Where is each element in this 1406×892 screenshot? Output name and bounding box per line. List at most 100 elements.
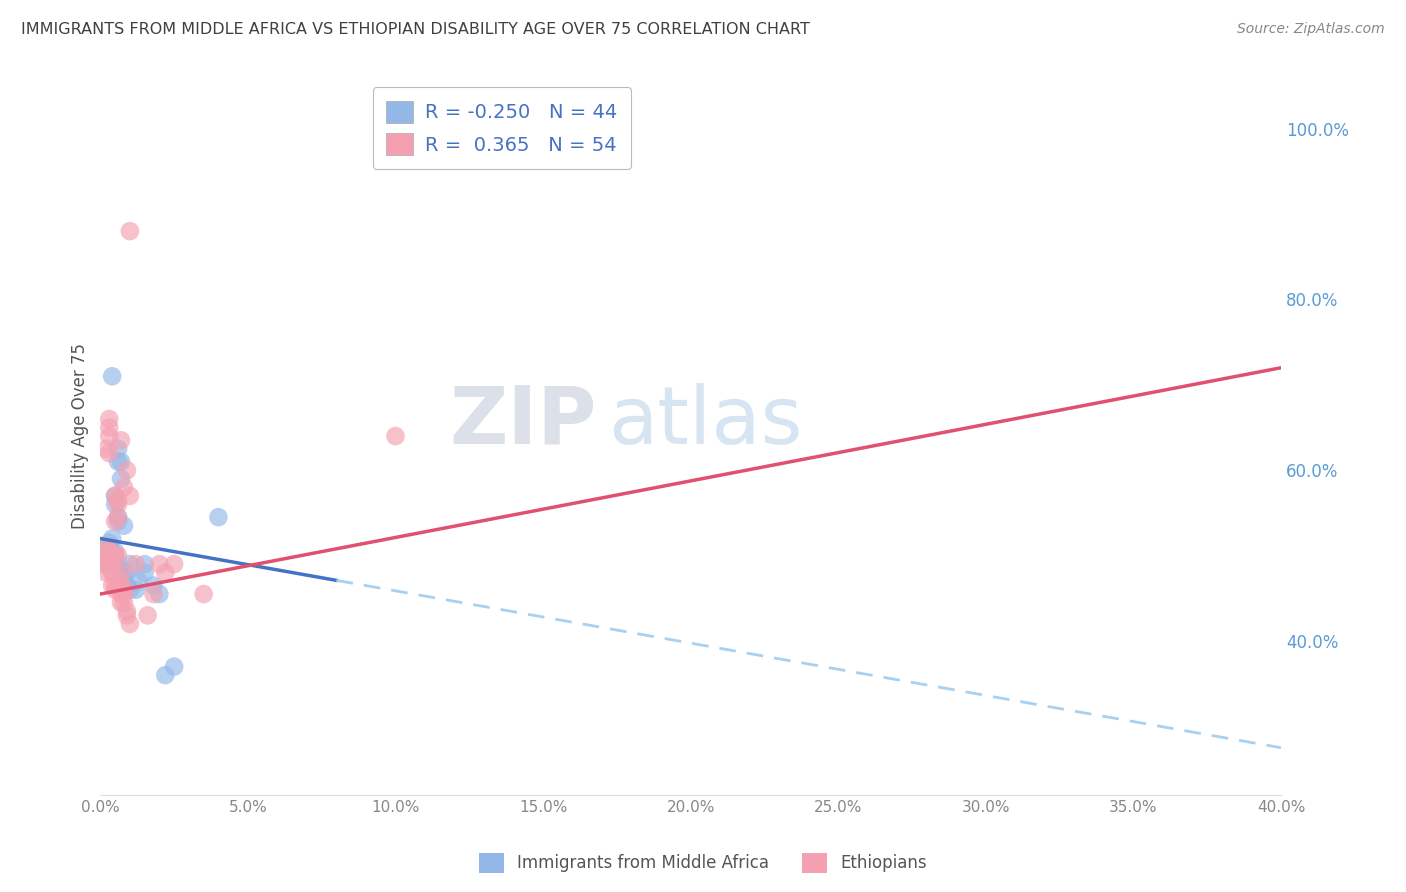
Point (98, 553, 121, 567)
Point (91, 557, 114, 571)
Point (110, 455, 132, 469)
Point (110, 566, 132, 580)
Point (101, 544, 124, 558)
Point (104, 497, 127, 511)
Point (96, 549, 118, 563)
Point (112, 480, 135, 494)
Point (384, 429, 406, 443)
Point (107, 549, 129, 563)
Point (118, 616, 141, 631)
Point (101, 369, 124, 384)
Point (110, 596, 132, 610)
Point (107, 510, 129, 524)
Point (110, 574, 132, 589)
Point (96, 442, 118, 456)
Point (148, 557, 170, 571)
Point (142, 587, 165, 601)
Point (107, 497, 129, 511)
Point (101, 549, 124, 563)
Point (112, 587, 135, 601)
Point (104, 578, 127, 592)
Point (110, 566, 132, 580)
Text: Source: ZipAtlas.com: Source: ZipAtlas.com (1237, 22, 1385, 37)
Point (98, 544, 121, 558)
Point (207, 510, 229, 524)
Point (107, 515, 129, 529)
Point (104, 489, 127, 503)
Point (118, 489, 141, 503)
Point (101, 549, 124, 563)
Point (134, 566, 156, 580)
Point (101, 578, 124, 592)
Point (101, 549, 124, 563)
Point (112, 518, 135, 533)
Point (98, 536, 121, 550)
Point (115, 604, 138, 618)
Point (163, 659, 186, 673)
Point (118, 557, 141, 571)
Point (91, 540, 114, 554)
Point (104, 557, 127, 571)
Point (104, 557, 127, 571)
Point (107, 442, 129, 456)
Point (101, 549, 124, 563)
Point (163, 557, 186, 571)
Y-axis label: Disability Age Over 75: Disability Age Over 75 (72, 343, 89, 529)
Legend: R = -0.250   N = 44, R =  0.365   N = 54: R = -0.250 N = 44, R = 0.365 N = 54 (373, 87, 631, 169)
Point (96, 540, 118, 554)
Text: atlas: atlas (607, 383, 803, 461)
Point (96, 557, 118, 571)
Point (125, 557, 148, 571)
Point (98, 549, 121, 563)
Point (96, 566, 118, 580)
Point (104, 489, 127, 503)
Point (104, 582, 127, 597)
Point (101, 557, 124, 571)
Point (107, 455, 129, 469)
Point (107, 578, 129, 592)
Point (98, 544, 121, 558)
Point (110, 587, 132, 601)
Point (134, 557, 156, 571)
Point (98, 429, 121, 443)
Point (110, 570, 132, 584)
Point (110, 574, 132, 589)
Point (104, 549, 127, 563)
Point (118, 582, 141, 597)
Point (125, 582, 148, 597)
Point (115, 463, 138, 477)
Point (128, 574, 150, 589)
Point (104, 549, 127, 563)
Point (142, 578, 165, 592)
Point (155, 668, 177, 682)
Point (101, 566, 124, 580)
Point (101, 557, 124, 571)
Text: IMMIGRANTS FROM MIDDLE AFRICA VS ETHIOPIAN DISABILITY AGE OVER 75 CORRELATION CH: IMMIGRANTS FROM MIDDLE AFRICA VS ETHIOPI… (21, 22, 810, 37)
Point (193, 587, 215, 601)
Point (104, 515, 127, 529)
Point (98, 544, 121, 558)
Point (98, 549, 121, 563)
Legend: Immigrants from Middle Africa, Ethiopians: Immigrants from Middle Africa, Ethiopian… (472, 847, 934, 880)
Point (96, 540, 118, 554)
Point (104, 544, 127, 558)
Point (98, 557, 121, 571)
Point (155, 566, 177, 580)
Point (115, 578, 138, 592)
Point (110, 434, 132, 448)
Point (107, 510, 129, 524)
Point (136, 608, 159, 623)
Point (107, 557, 129, 571)
Point (98, 412, 121, 426)
Point (112, 596, 135, 610)
Point (98, 540, 121, 554)
Point (148, 587, 170, 601)
Point (98, 553, 121, 567)
Point (118, 224, 141, 238)
Point (101, 566, 124, 580)
Point (101, 532, 124, 546)
Point (112, 570, 135, 584)
Point (115, 608, 138, 623)
Point (98, 446, 121, 460)
Point (115, 566, 138, 580)
